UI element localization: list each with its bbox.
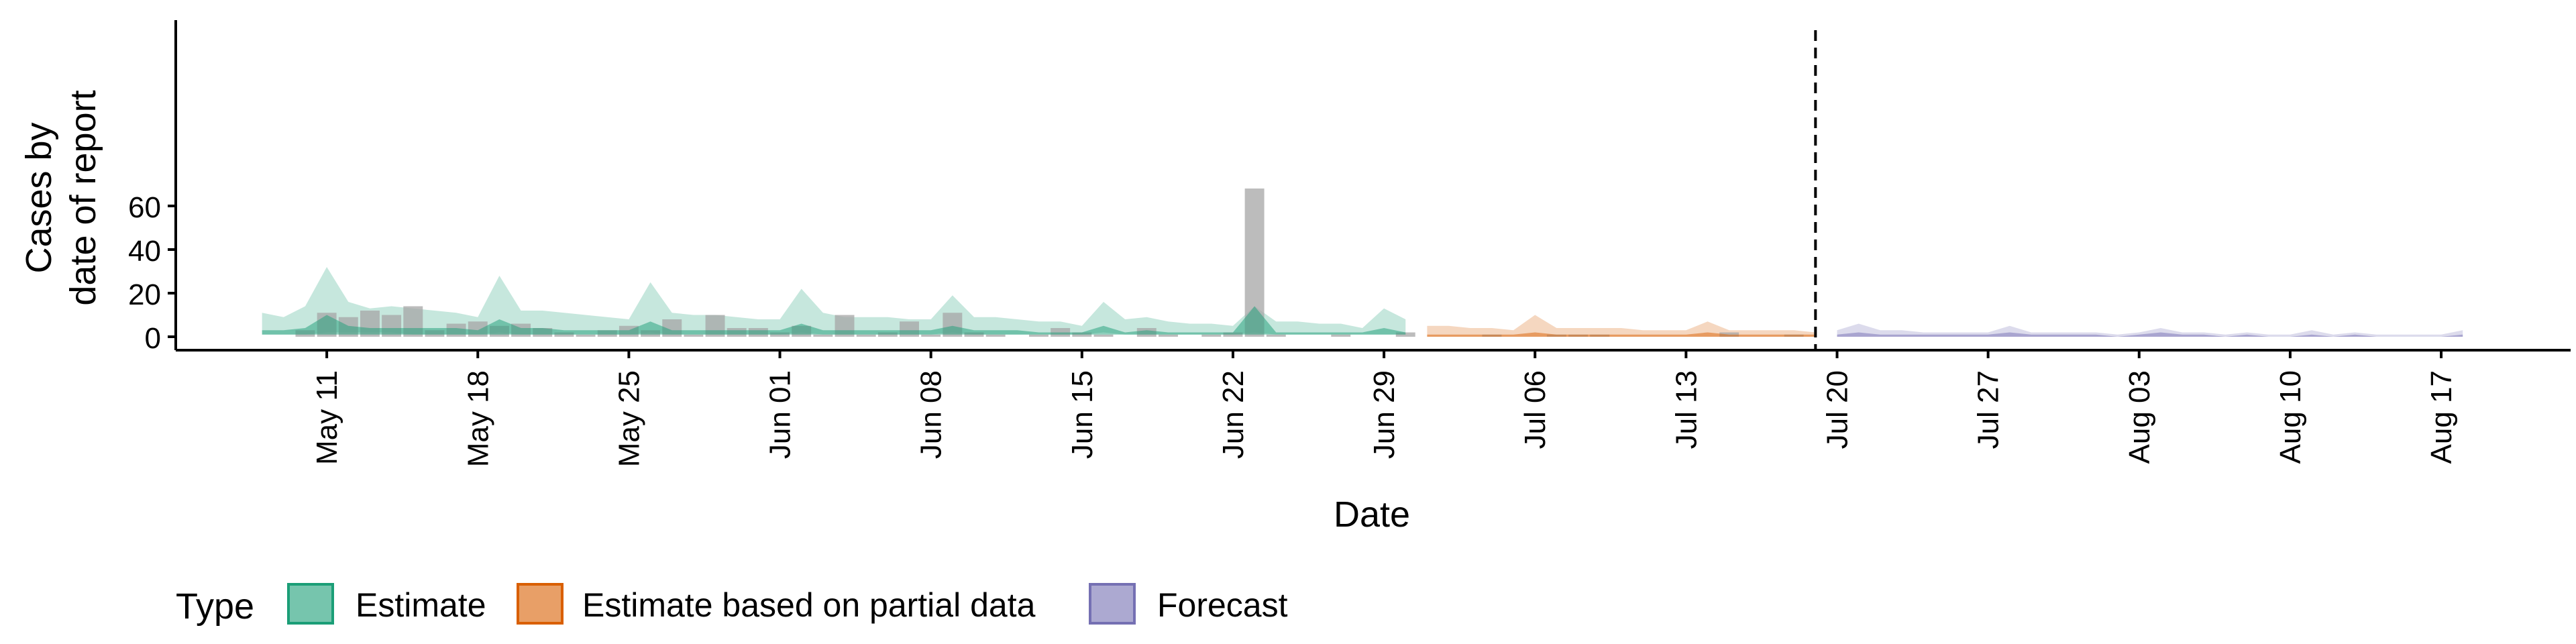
x-tick-label: Jul 20 [1821,370,1854,449]
x-tick-label: Jun 29 [1368,370,1401,459]
x-tick-label: Jun 01 [764,370,797,459]
x-tick-label: Jul 13 [1670,370,1703,449]
bar-2020-06-03 [813,334,833,337]
band-50-estimate [262,306,1406,335]
bar-2020-06-05 [856,334,876,337]
x-tick-label: May 25 [612,370,645,467]
x-tick-label: Jun 15 [1066,370,1099,459]
band-90-estimate-based-on-partial-data [1427,315,1816,337]
bar-2020-06-27 [1331,334,1351,337]
legend-swatch-forecast [1089,583,1136,625]
legend: Type Estimate Estimate based on partial d… [176,583,1288,627]
x-tick-label: Jun 08 [915,370,948,459]
legend-label-forecast: Forecast [1157,586,1288,624]
bar-2020-06-13 [1029,334,1049,337]
bar-2020-06-21 [1201,334,1222,337]
y-axis-label-line-1: Cases by [19,122,59,273]
x-tick-label: Aug 03 [2123,370,2156,464]
x-tick-label: May 11 [311,370,343,465]
bar-2020-06-24 [1266,334,1286,337]
bar-2020-05-23 [576,334,596,337]
x-tick-label: May 18 [462,370,494,467]
band-90-forecast [1837,323,2463,337]
bar-2020-06-16 [1093,334,1114,337]
x-axis-ticks: May 11 May 18 May 25 Jun 01 Jun 08 Jun 15 Jun … [311,350,2458,467]
bar-2020-06-08 [921,334,941,337]
band-50-forecast [1837,332,2463,337]
y-axis-ticks: 0 20 40 60 [128,191,176,355]
legend-label-estimate: Estimate [356,586,486,624]
y-tick-label: 40 [128,235,161,268]
x-tick-label: Aug 10 [2274,370,2307,464]
x-tick-label: Jul 06 [1519,370,1552,449]
x-tick-label: Aug 17 [2425,370,2458,464]
legend-swatch-estimate [287,583,334,625]
legend-title: Type [176,586,254,627]
y-tick-label: 60 [128,191,161,224]
x-axis-label: Date [1334,494,1410,535]
ci-90-bands [262,267,2463,337]
legend-swatch-estimate-based-on-partial-data [517,583,564,625]
y-tick-label: 0 [145,322,161,355]
band-90-estimate [262,267,1406,335]
y-axis-label-line-2: date of report [63,90,103,305]
x-tick-label: Jul 27 [1972,370,2005,449]
bar-2020-06-19 [1158,334,1178,337]
band-50-estimate-based-on-partial-data [1427,332,1816,337]
bar-2020-05-28 [684,334,704,337]
bar-2020-06-11 [985,334,1006,337]
x-tick-label: Jun 22 [1217,370,1250,459]
legend-label-estimate-based-on-partial-data: Estimate based on partial data [582,586,1036,624]
y-tick-label: 20 [128,278,161,311]
ci-50-bands [262,306,2463,337]
